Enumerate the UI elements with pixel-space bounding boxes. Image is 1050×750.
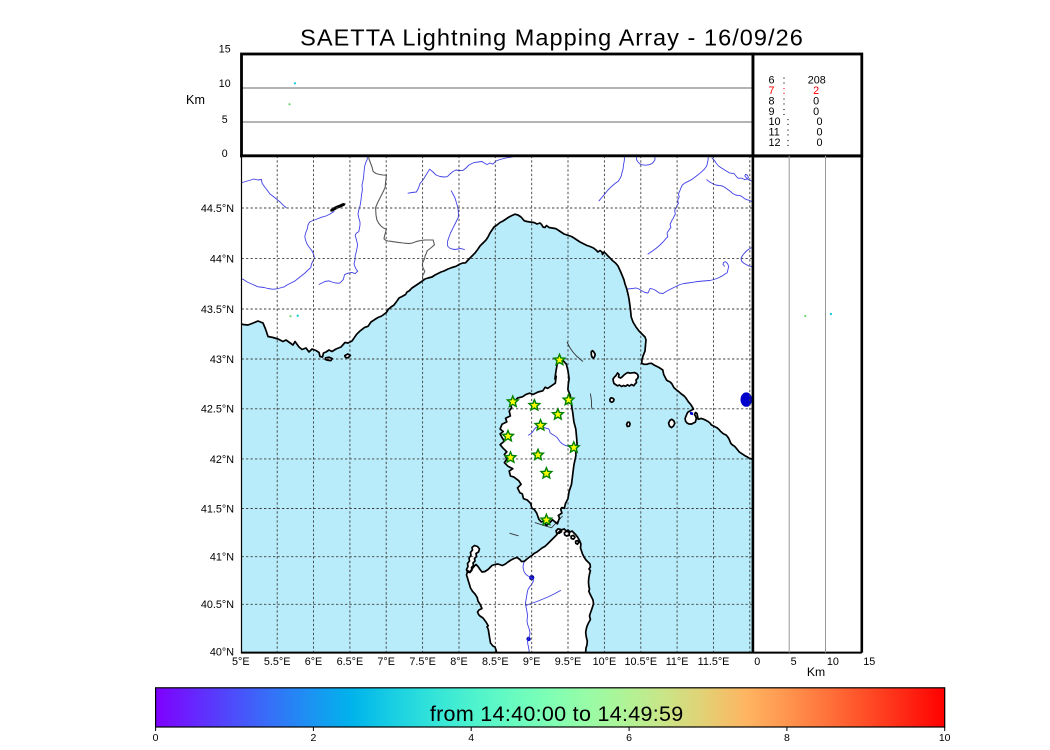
svg-text::: : bbox=[787, 116, 790, 128]
svg-text::: : bbox=[783, 95, 786, 107]
svg-text::: : bbox=[783, 106, 786, 118]
svg-text:7.5°E: 7.5°E bbox=[409, 656, 436, 668]
svg-text:2: 2 bbox=[813, 85, 819, 97]
svg-text:15: 15 bbox=[219, 43, 231, 55]
svg-text:7°E: 7°E bbox=[377, 656, 395, 668]
svg-text::: : bbox=[783, 85, 786, 97]
svg-text:2: 2 bbox=[310, 732, 316, 744]
svg-text:8: 8 bbox=[769, 95, 775, 107]
svg-text:44.5°N: 44.5°N bbox=[201, 203, 234, 215]
svg-text:11.5°E: 11.5°E bbox=[698, 656, 730, 668]
svg-text:8°E: 8°E bbox=[450, 656, 468, 668]
svg-text:12: 12 bbox=[769, 137, 781, 149]
svg-text:5: 5 bbox=[791, 656, 797, 668]
svg-text:from 14:40:00 to 14:49:59: from 14:40:00 to 14:49:59 bbox=[430, 702, 684, 726]
svg-text:0: 0 bbox=[754, 656, 760, 668]
svg-text:41.5°N: 41.5°N bbox=[201, 503, 234, 515]
svg-text:0: 0 bbox=[153, 732, 159, 744]
svg-text:SAETTA Lightning Mapping Array: SAETTA Lightning Mapping Array - 16/09/2… bbox=[300, 24, 804, 50]
svg-text:8.5°E: 8.5°E bbox=[482, 656, 509, 668]
svg-text:0: 0 bbox=[816, 127, 822, 139]
svg-text:6.5°E: 6.5°E bbox=[337, 656, 364, 668]
svg-text:44°N: 44°N bbox=[210, 254, 234, 266]
svg-text:10: 10 bbox=[769, 116, 781, 128]
svg-text:0: 0 bbox=[813, 95, 819, 107]
svg-text:42°N: 42°N bbox=[210, 454, 234, 466]
svg-text:Km: Km bbox=[807, 665, 825, 679]
svg-text:11: 11 bbox=[769, 127, 780, 139]
svg-text:15: 15 bbox=[863, 656, 875, 668]
svg-text:42.5°N: 42.5°N bbox=[201, 404, 234, 416]
svg-text:0: 0 bbox=[816, 137, 822, 149]
svg-text::: : bbox=[783, 75, 786, 87]
svg-text:5°E: 5°E bbox=[232, 656, 250, 668]
svg-text:40°N: 40°N bbox=[210, 647, 234, 659]
svg-text:7: 7 bbox=[769, 85, 775, 97]
svg-text:43°N: 43°N bbox=[210, 354, 234, 366]
svg-text:9°E: 9°E bbox=[523, 656, 541, 668]
svg-text:10: 10 bbox=[219, 78, 231, 90]
svg-text:9.5°E: 9.5°E bbox=[555, 656, 582, 668]
svg-text:0: 0 bbox=[222, 148, 228, 160]
svg-text:41°N: 41°N bbox=[210, 552, 234, 564]
svg-text:5.5°E: 5.5°E bbox=[264, 656, 291, 668]
svg-text:8: 8 bbox=[784, 732, 790, 744]
svg-text:5: 5 bbox=[222, 114, 228, 126]
svg-text:208: 208 bbox=[808, 75, 826, 87]
svg-text:11°E: 11°E bbox=[666, 656, 689, 668]
svg-text:6: 6 bbox=[626, 732, 632, 744]
svg-text::: : bbox=[787, 127, 790, 139]
svg-text:40.5°N: 40.5°N bbox=[201, 599, 234, 611]
svg-text:0: 0 bbox=[816, 116, 822, 128]
svg-text:10: 10 bbox=[827, 656, 839, 668]
svg-text:10.5°E: 10.5°E bbox=[625, 656, 658, 668]
svg-text:10°E: 10°E bbox=[593, 656, 617, 668]
svg-text:6: 6 bbox=[769, 75, 775, 87]
svg-text:Km: Km bbox=[186, 93, 205, 107]
svg-text:0: 0 bbox=[813, 106, 819, 118]
svg-text:43.5°N: 43.5°N bbox=[201, 304, 234, 316]
svg-text:4: 4 bbox=[468, 732, 474, 744]
svg-text:10: 10 bbox=[939, 732, 951, 744]
svg-text:9: 9 bbox=[769, 106, 775, 118]
svg-text:6°E: 6°E bbox=[305, 656, 323, 668]
svg-text::: : bbox=[787, 137, 790, 149]
